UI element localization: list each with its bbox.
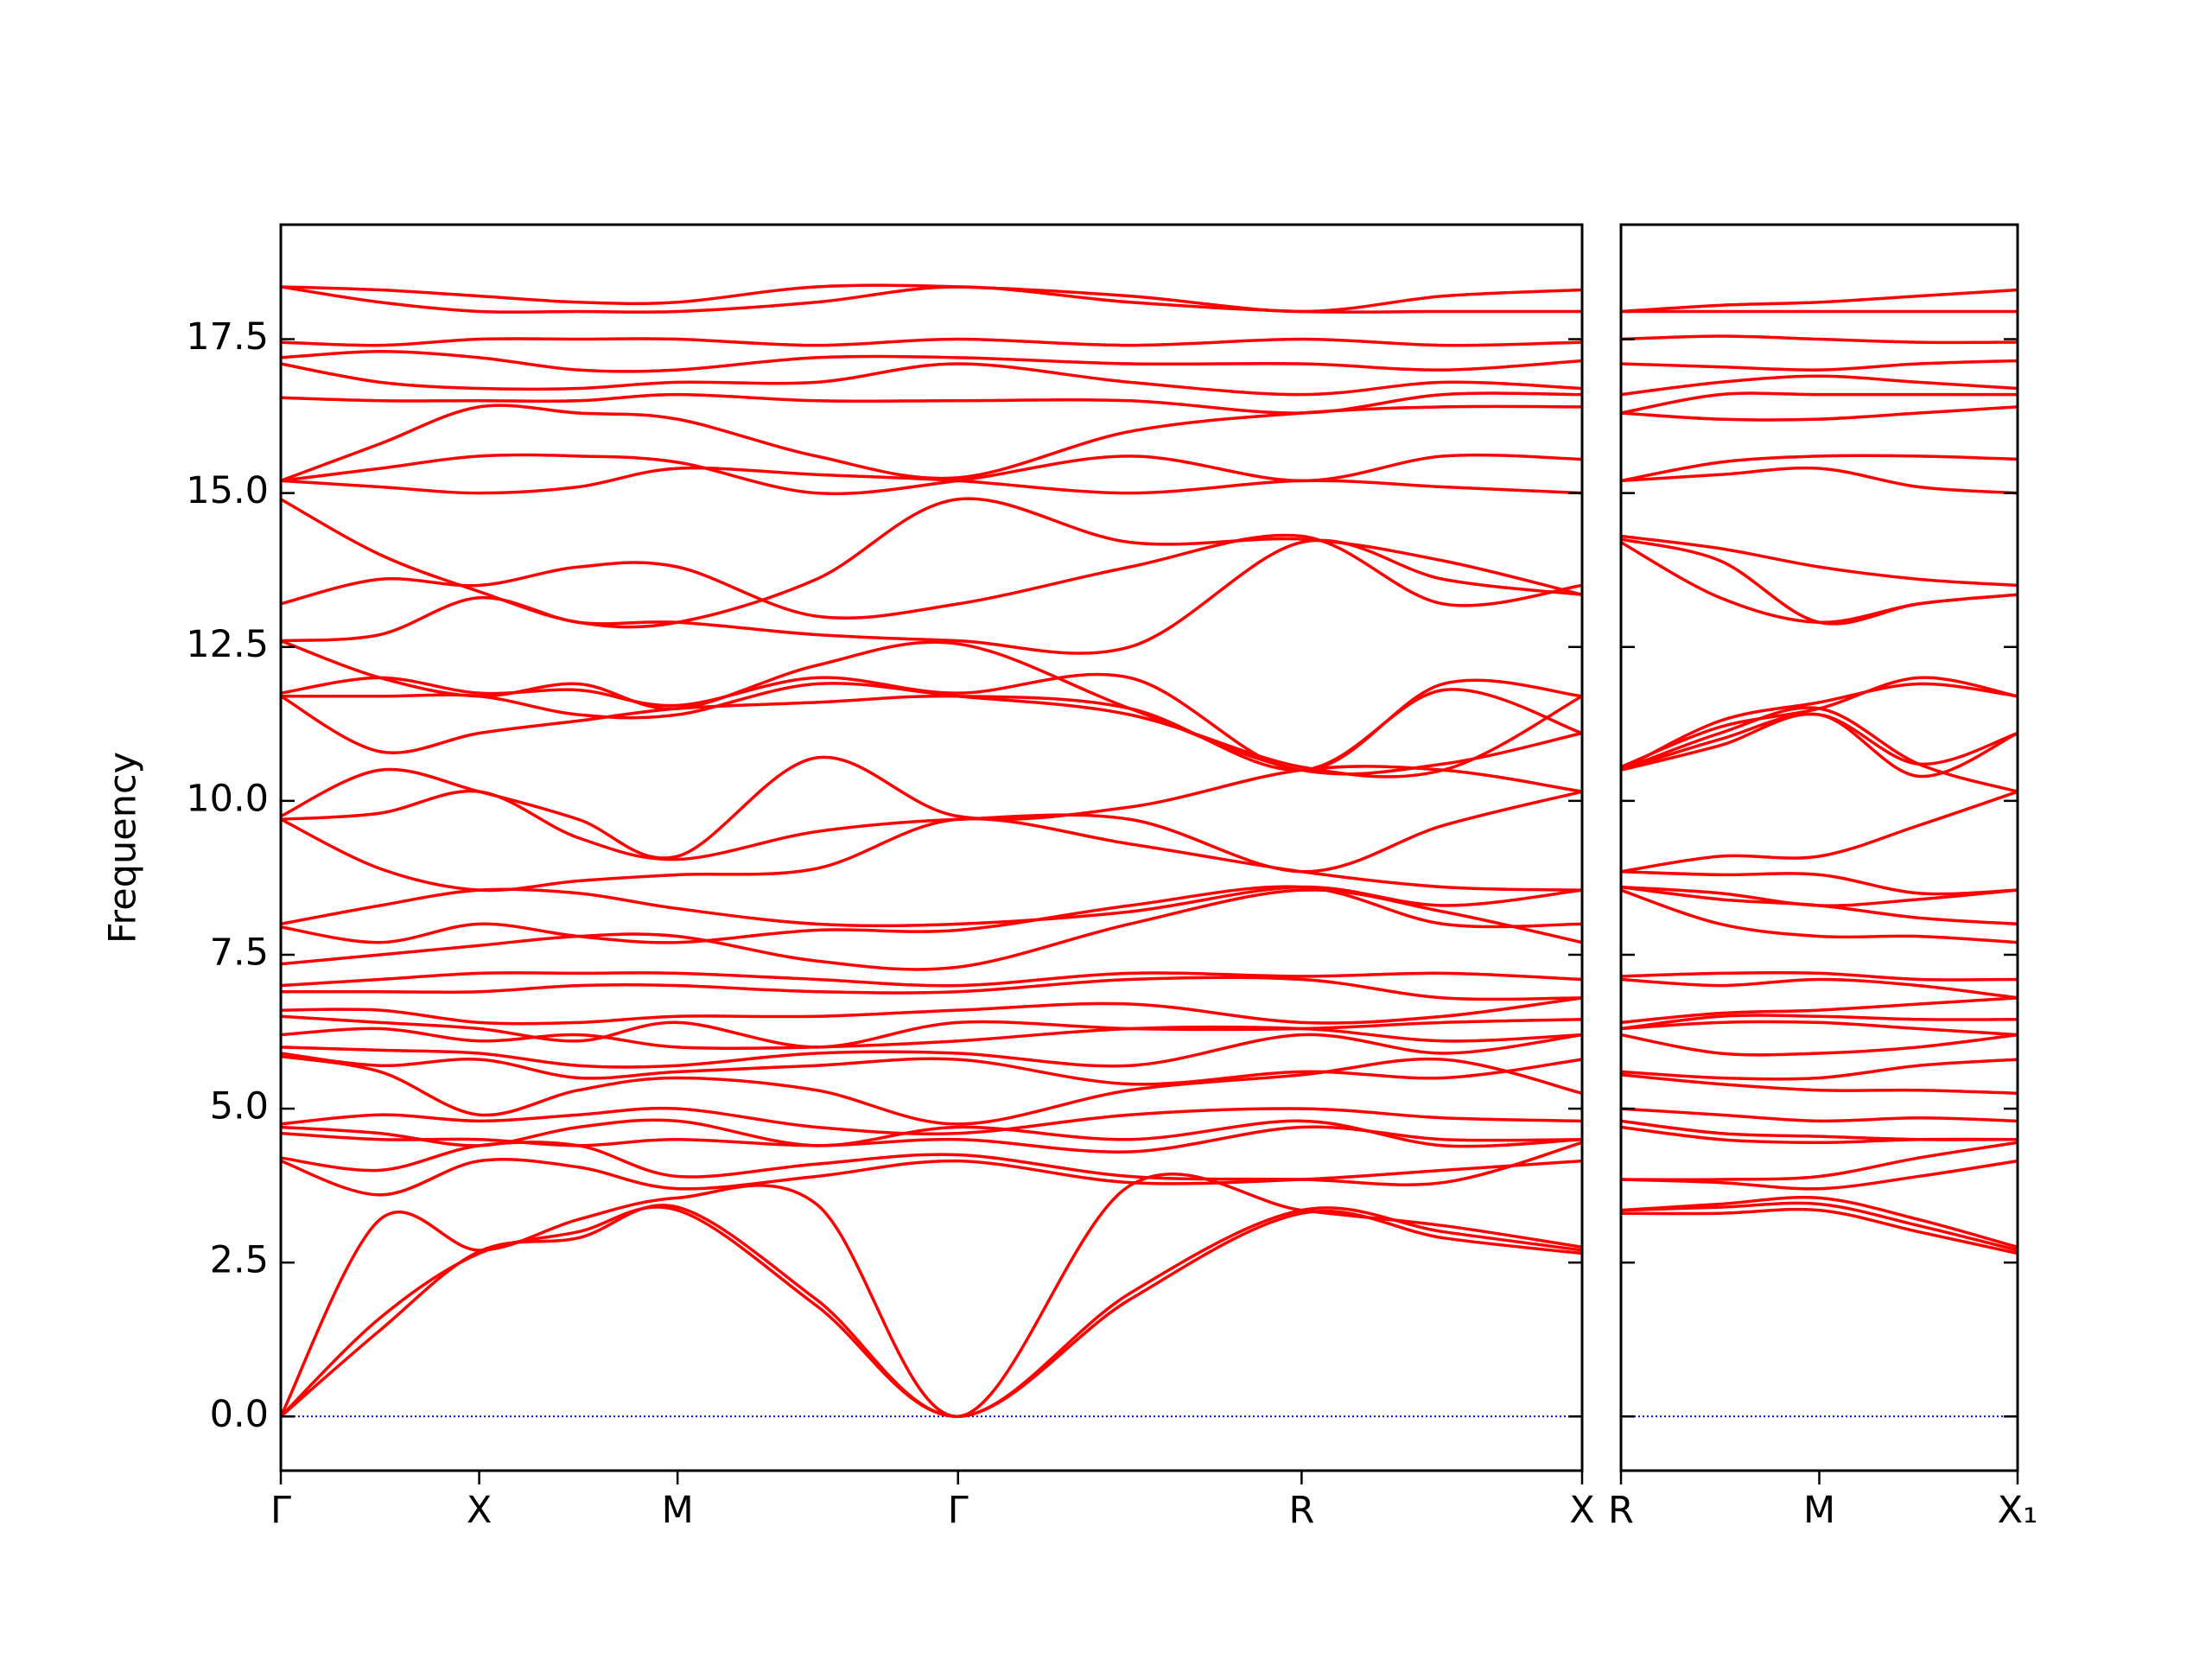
- band-line: [279, 1172, 1583, 1419]
- y-tick-label: 10.0: [186, 777, 269, 820]
- band-line: [1620, 996, 2018, 1025]
- x-tick-label: R: [1288, 1489, 1314, 1532]
- band-line: [1620, 790, 2018, 874]
- band-line: [1620, 1141, 2018, 1182]
- band-line: [1620, 1119, 2018, 1141]
- band-line: [280, 391, 1583, 415]
- y-tick-label: 0.0: [210, 1393, 269, 1436]
- y-tick-label: 5.0: [210, 1085, 269, 1128]
- band-line: [280, 996, 1583, 1026]
- band-line: [280, 533, 1583, 620]
- band-line: [280, 453, 1583, 496]
- band-line: [1620, 885, 2018, 907]
- band-line: [280, 1125, 1583, 1154]
- band-line: [1620, 888, 2018, 944]
- band-line: [1620, 682, 2018, 772]
- band-line: [280, 885, 1583, 944]
- band-line: [1620, 676, 2018, 769]
- band-line: [280, 1054, 1583, 1126]
- band-line: [280, 672, 1583, 772]
- band-line: [280, 1025, 1583, 1050]
- band-line: [1620, 359, 2018, 372]
- y-tick-label: 15.0: [186, 469, 269, 512]
- band-line: [280, 789, 1583, 874]
- band-line: [1620, 288, 2018, 314]
- band-line: [280, 404, 1583, 483]
- band-line: [280, 755, 1583, 860]
- band-line: [1620, 374, 2018, 397]
- band-line: [1620, 1201, 2018, 1252]
- x-tick-label: X: [467, 1489, 492, 1532]
- band-line: [1620, 334, 2018, 345]
- band-line: [280, 466, 1583, 495]
- band-line: [280, 1158, 1583, 1197]
- x-tick-label: X₁: [1998, 1489, 2038, 1532]
- x-tick-label: R: [1608, 1489, 1634, 1532]
- band-line: [1620, 1033, 2018, 1057]
- band-line: [1620, 1058, 2018, 1081]
- band-line: [1620, 391, 2018, 415]
- band-line: [280, 888, 1583, 971]
- band-line: [1620, 405, 2018, 422]
- band-line: [1620, 466, 2018, 495]
- band-line: [1620, 1020, 2018, 1037]
- band-line: [280, 1052, 1583, 1086]
- band-line: [279, 1204, 1583, 1419]
- band-line: [280, 362, 1583, 397]
- y-tick-label: 17.5: [186, 315, 269, 359]
- band-line: [1620, 537, 2018, 626]
- band-line: [1620, 970, 2018, 982]
- band-line: [280, 337, 1583, 347]
- band-line: [1620, 1107, 2018, 1123]
- y-tick-label: 2.5: [210, 1239, 269, 1282]
- band-line: [280, 285, 1582, 314]
- band-line: [1620, 712, 2018, 772]
- band-line: [1620, 1195, 2018, 1249]
- band-line: [1620, 1207, 2018, 1255]
- band-line: [1620, 534, 2018, 588]
- band-line: [280, 639, 1583, 776]
- band-line: [1620, 977, 2018, 1000]
- x-tick-label: Γ: [948, 1489, 969, 1532]
- x-tick-label: M: [662, 1489, 694, 1532]
- band-line: [280, 971, 1583, 988]
- y-tick-label: 7.5: [210, 931, 269, 974]
- band-line: [280, 538, 1583, 655]
- x-tick-label: Γ: [270, 1489, 291, 1532]
- band-line: [279, 1205, 1583, 1419]
- y-axis-label: Frequency: [102, 752, 145, 944]
- axes-frame: [279, 223, 1584, 1472]
- band-line: [280, 1106, 1583, 1135]
- band-line: [280, 350, 1583, 373]
- band-line: [280, 1118, 1583, 1148]
- band-line: [1620, 1159, 2018, 1191]
- band-line: [280, 283, 1583, 314]
- band-line: [280, 1014, 1583, 1049]
- x-tick-label: M: [1803, 1489, 1835, 1532]
- y-tick-label: 12.5: [186, 623, 269, 666]
- band-line: [1620, 870, 2018, 896]
- band-line: [280, 1033, 1583, 1069]
- band-line: [1620, 1073, 2018, 1096]
- x-tick-label: X: [1569, 1489, 1594, 1532]
- band-line: [1620, 454, 2018, 483]
- band-line: [280, 817, 1583, 893]
- band-line: [280, 497, 1583, 629]
- band-line: [280, 885, 1583, 928]
- band-line: [280, 688, 1583, 772]
- band-line: [281, 976, 1583, 1001]
- band-line: [1620, 1014, 2018, 1031]
- band-line: [280, 1141, 1583, 1186]
- band-line: [1620, 712, 2018, 779]
